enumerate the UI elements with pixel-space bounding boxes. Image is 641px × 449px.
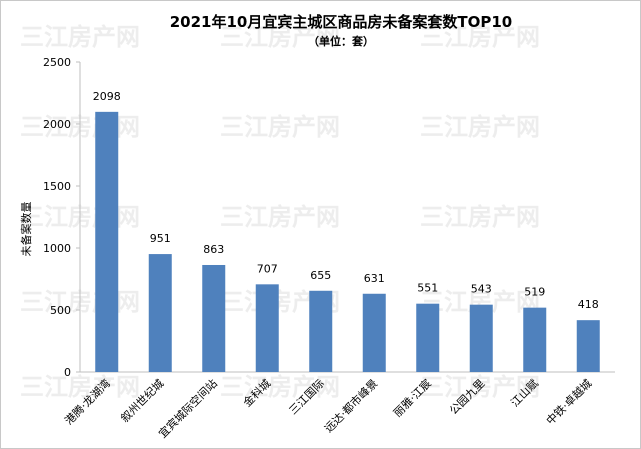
data-label: 863 <box>203 243 224 256</box>
y-tick-label: 2000 <box>43 118 71 131</box>
data-label: 631 <box>364 272 385 285</box>
y-tick-label: 0 <box>64 366 71 379</box>
bar <box>362 293 386 372</box>
watermark-text: 三江房产网 <box>220 203 340 231</box>
bar <box>469 304 493 372</box>
watermark-text: 三江房产网 <box>20 23 140 51</box>
watermark-text: 三江房产网 <box>220 113 340 141</box>
data-label: 418 <box>578 298 599 311</box>
bar <box>523 307 547 372</box>
data-label: 551 <box>417 282 438 295</box>
data-labels: 2098 951 863 707 655 631 551 543 519 418 <box>93 90 599 311</box>
bar <box>576 320 600 372</box>
bar <box>148 254 172 372</box>
data-label: 951 <box>150 232 171 245</box>
bar <box>309 290 333 372</box>
watermark-text: 三江房产网 <box>20 373 140 401</box>
y-tick-label: 1000 <box>43 242 71 255</box>
y-axis-label: 未备案数量 <box>19 202 33 257</box>
watermark-text: 三江房产网 <box>420 203 540 231</box>
bar <box>202 264 226 372</box>
watermark-text: 三江房产网 <box>420 373 540 401</box>
y-tick-label: 500 <box>50 304 71 317</box>
y-ticks: 0 500 1000 1500 2000 2500 <box>43 56 80 379</box>
bar <box>416 303 440 372</box>
data-label: 655 <box>310 269 331 282</box>
y-tick-label: 2500 <box>43 56 71 69</box>
data-label: 543 <box>471 283 492 296</box>
chart-title: 2021年10月宜宾主城区商品房未备案套数TOP10 <box>170 13 512 31</box>
category-label: 中铁·卓越城 <box>543 376 594 427</box>
watermark-text: 三江房产网 <box>220 373 340 401</box>
bars <box>95 111 600 373</box>
data-label: 707 <box>257 262 278 275</box>
watermark-text: 三江房产网 <box>420 113 540 141</box>
chart-subtitle: （单位：套） <box>308 34 374 48</box>
bar <box>95 111 119 373</box>
data-label: 2098 <box>93 90 121 103</box>
y-tick-label: 1500 <box>43 180 71 193</box>
watermark-text: 三江房产网 <box>220 23 340 51</box>
bar <box>255 284 279 372</box>
data-label: 519 <box>524 286 545 299</box>
watermark-text: 三江房产网 <box>420 23 540 51</box>
